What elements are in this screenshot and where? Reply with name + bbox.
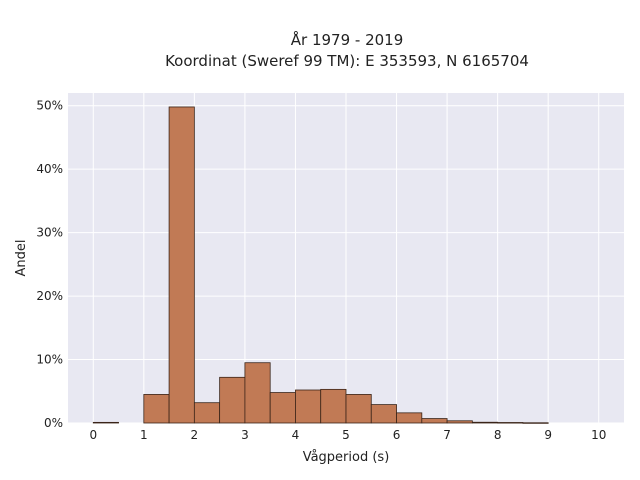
y-tick-label: 40% xyxy=(36,162,63,176)
chart-title-line-2: Koordinat (Sweref 99 TM): E 353593, N 61… xyxy=(165,52,529,70)
x-tick-label: 9 xyxy=(544,428,552,442)
histogram-bar xyxy=(168,106,195,424)
x-tick-label: 7 xyxy=(443,428,451,442)
y-axis-label: Andel xyxy=(14,240,29,277)
x-tick-label: 8 xyxy=(494,428,502,442)
histogram-bar xyxy=(345,394,372,424)
x-tick-label: 3 xyxy=(241,428,249,442)
x-tick-label: 5 xyxy=(342,428,350,442)
y-tick-labels: 0% 10% 20% 30% 40% 50% xyxy=(36,99,63,430)
y-tick-label: 50% xyxy=(36,99,63,113)
histogram-bar xyxy=(497,422,524,424)
histogram-bar xyxy=(320,388,347,424)
histogram-bar xyxy=(92,421,119,424)
x-tick-label: 2 xyxy=(191,428,199,442)
x-tick-label: 6 xyxy=(393,428,401,442)
histogram-bar xyxy=(193,402,221,424)
x-tick-label: 1 xyxy=(140,428,148,442)
x-tick-labels: 0 1 2 3 4 5 6 7 8 9 10 xyxy=(89,428,606,442)
histogram-bar xyxy=(219,376,246,424)
x-tick-label: 0 xyxy=(89,428,97,442)
y-tick-label: 0% xyxy=(44,416,63,430)
y-tick-label: 20% xyxy=(36,289,63,303)
x-axis-label: Vågperiod (s) xyxy=(303,450,390,465)
histogram-bar xyxy=(396,412,423,424)
histogram-bar xyxy=(143,394,170,424)
y-tick-label: 30% xyxy=(36,226,63,240)
x-tick-label: 10 xyxy=(591,428,606,442)
histogram-bar xyxy=(244,362,271,424)
histogram-bar xyxy=(370,404,397,424)
y-tick-label: 10% xyxy=(36,353,63,367)
histogram-bars xyxy=(92,106,549,424)
histogram-bar xyxy=(446,420,473,424)
histogram-bar xyxy=(522,422,549,424)
histogram-bar xyxy=(471,421,499,424)
chart-title-line-1: År 1979 - 2019 xyxy=(291,30,404,49)
histogram-bar xyxy=(269,392,296,424)
histogram-bar xyxy=(421,418,448,424)
x-tick-label: 4 xyxy=(292,428,300,442)
histogram-bar xyxy=(295,389,322,424)
